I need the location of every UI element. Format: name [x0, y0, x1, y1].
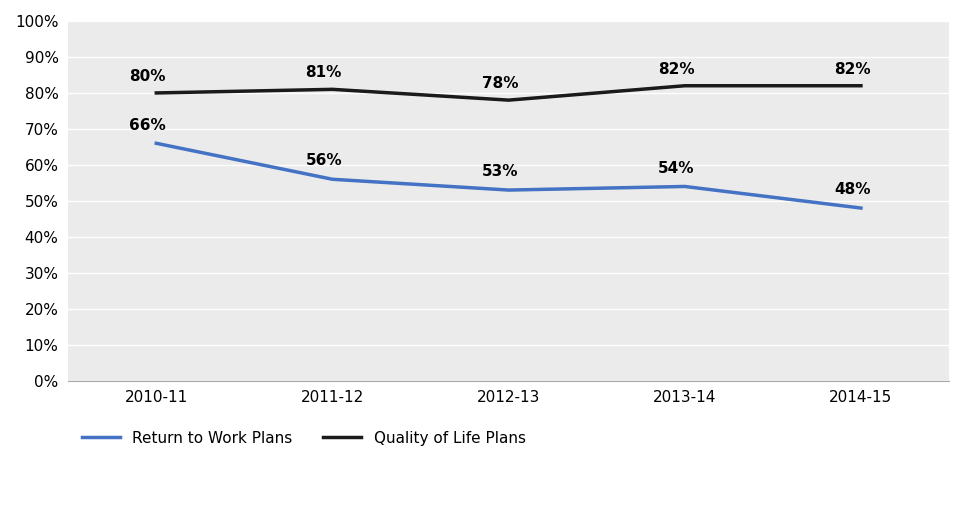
Text: 56%: 56%	[306, 154, 342, 169]
Return to Work Plans	[327, 176, 338, 183]
Text: 82%: 82%	[834, 62, 870, 77]
Return to Work Plans	[855, 205, 867, 211]
Line: Return to Work Plans: Return to Work Plans	[156, 143, 861, 208]
Text: 66%: 66%	[129, 117, 166, 132]
Text: 48%: 48%	[834, 183, 870, 197]
Text: 82%: 82%	[657, 62, 694, 77]
Quality of Life Plans	[150, 90, 162, 96]
Text: 53%: 53%	[482, 164, 518, 179]
Return to Work Plans	[679, 184, 690, 190]
Text: 78%: 78%	[482, 76, 518, 91]
Line: Quality of Life Plans: Quality of Life Plans	[156, 86, 861, 100]
Legend: Return to Work Plans, Quality of Life Plans: Return to Work Plans, Quality of Life Pl…	[76, 425, 532, 452]
Text: 80%: 80%	[129, 69, 166, 84]
Text: 54%: 54%	[657, 161, 694, 176]
Return to Work Plans	[503, 187, 515, 193]
Quality of Life Plans	[327, 86, 338, 93]
Return to Work Plans	[150, 140, 162, 146]
Quality of Life Plans	[679, 83, 690, 89]
Text: 81%: 81%	[306, 65, 342, 80]
Quality of Life Plans	[503, 97, 515, 103]
Quality of Life Plans	[855, 83, 867, 89]
